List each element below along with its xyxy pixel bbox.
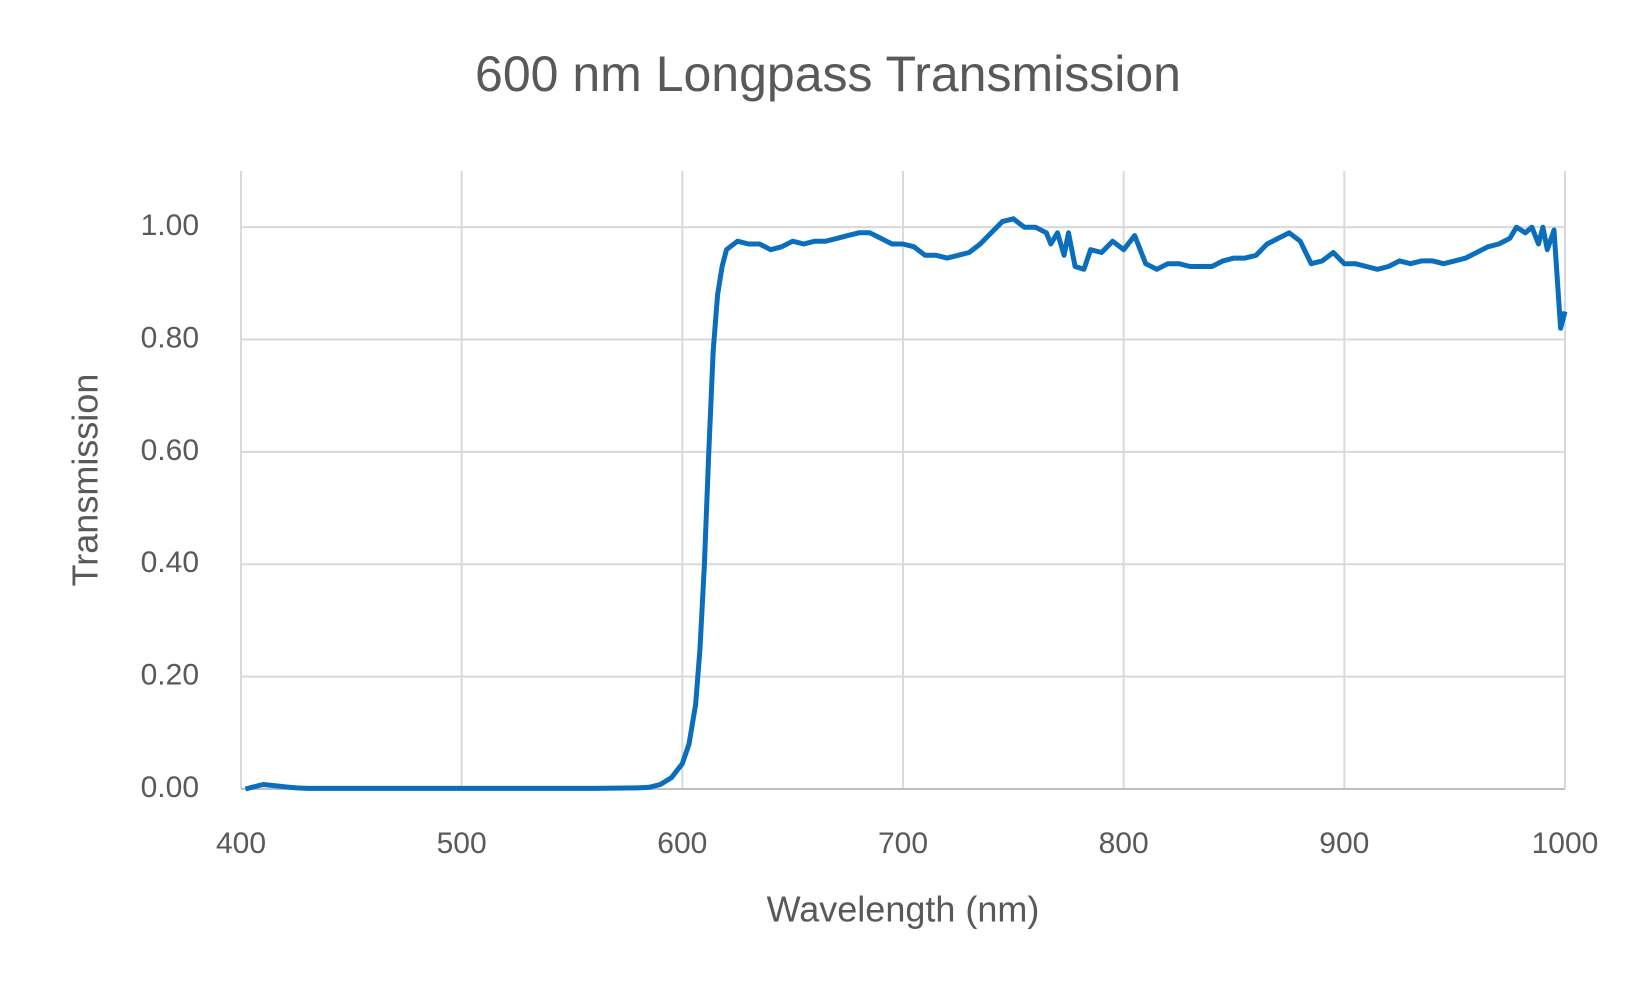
chart-title: 600 nm Longpass Transmission (475, 46, 1181, 102)
y-tick-label: 0.00 (141, 771, 199, 804)
x-tick-label: 700 (878, 827, 928, 860)
x-tick-label: 1000 (1532, 827, 1599, 860)
x-tick-label: 400 (216, 827, 266, 860)
x-tick-label: 900 (1319, 827, 1369, 860)
x-axis-label: Wavelength (nm) (767, 889, 1040, 930)
y-tick-label: 0.20 (141, 659, 199, 692)
y-tick-label: 0.80 (141, 321, 199, 354)
data-line (244, 216, 1568, 792)
x-tick-label: 800 (1099, 827, 1149, 860)
y-tick-label: 0.60 (141, 434, 199, 467)
x-tick-label: 600 (657, 827, 707, 860)
x-tick-label: 500 (437, 827, 487, 860)
y-tick-label: 1.00 (141, 209, 199, 242)
y-tick-label: 0.40 (141, 546, 199, 579)
y-axis-label: Transmission (65, 374, 106, 587)
